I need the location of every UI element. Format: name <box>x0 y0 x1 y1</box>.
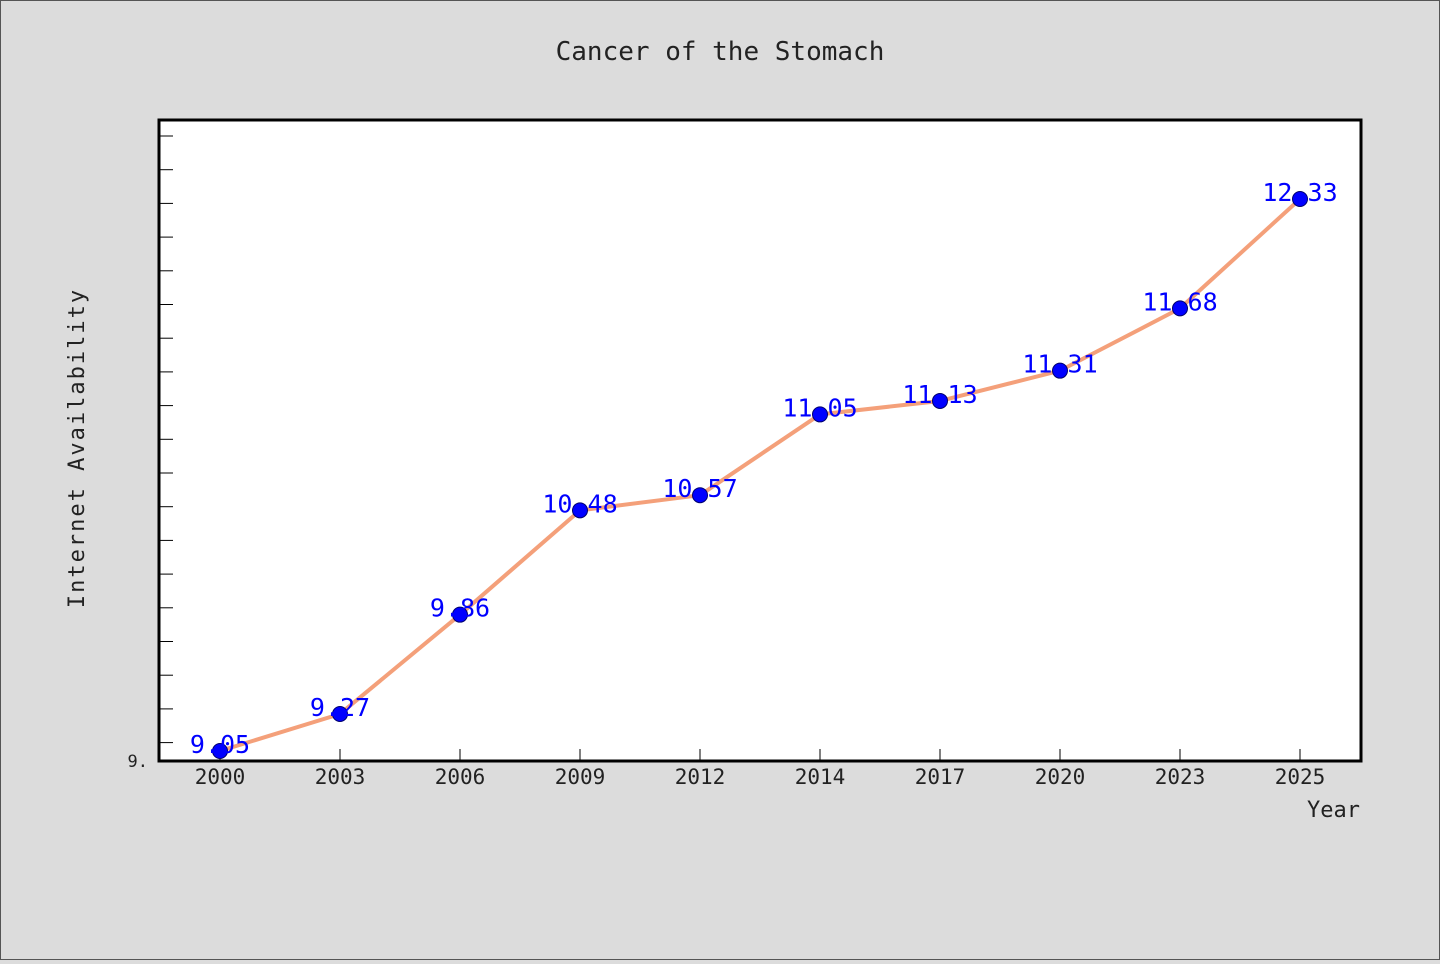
data-label: 9.86 <box>430 594 490 623</box>
y-axis-label: Internet Availability <box>65 288 90 608</box>
series-layer: 9.05 9.27 9.86 10.48 10.57 11.05 11.13 11.31 11.… <box>190 178 1338 759</box>
x-axis-label: Year <box>1307 798 1360 823</box>
data-label: 12.33 <box>1262 178 1337 207</box>
x-tick-label: 2003 <box>315 765 366 789</box>
x-tick-label: 2014 <box>795 765 846 789</box>
x-tick-label: 2000 <box>195 765 246 789</box>
x-tick-label: 2020 <box>1035 765 1086 789</box>
series-line <box>219 197 1302 753</box>
data-point <box>212 743 228 759</box>
data-label: 10.48 <box>542 489 617 518</box>
data-label: 9.05 <box>190 730 250 759</box>
x-tick-label: 2009 <box>555 765 606 789</box>
data-point <box>932 392 948 409</box>
data-point <box>572 502 588 519</box>
data-point <box>332 705 348 722</box>
data-point <box>1292 191 1308 207</box>
data-label: 10.57 <box>662 474 737 503</box>
chart-title: Cancer of the Stomach <box>556 37 885 67</box>
data-point <box>1172 300 1188 317</box>
x-tick-label: 2017 <box>915 765 966 789</box>
data-point <box>812 406 828 423</box>
x-axis-ticks: 2000 2003 2006 2009 2012 2014 2017 2020 2023 2025 <box>195 749 1326 789</box>
data-label: 11.68 <box>1142 287 1217 316</box>
x-tick-label: 2012 <box>675 765 726 789</box>
x-tick-label: 2006 <box>435 765 486 789</box>
data-point <box>452 606 468 623</box>
y-axis-ticks <box>159 135 173 744</box>
data-label: 9.27 <box>310 693 370 722</box>
x-tick-label: 2025 <box>1275 765 1326 789</box>
data-label: 11.31 <box>1022 350 1097 379</box>
x-tick-label: 2023 <box>1155 765 1206 789</box>
data-label: 11.13 <box>902 380 977 409</box>
data-label: 11.05 <box>782 393 857 422</box>
plot-area <box>157 118 1363 763</box>
y-tick-label: 9. <box>128 752 148 772</box>
data-point <box>1052 362 1068 379</box>
data-point <box>692 487 708 504</box>
